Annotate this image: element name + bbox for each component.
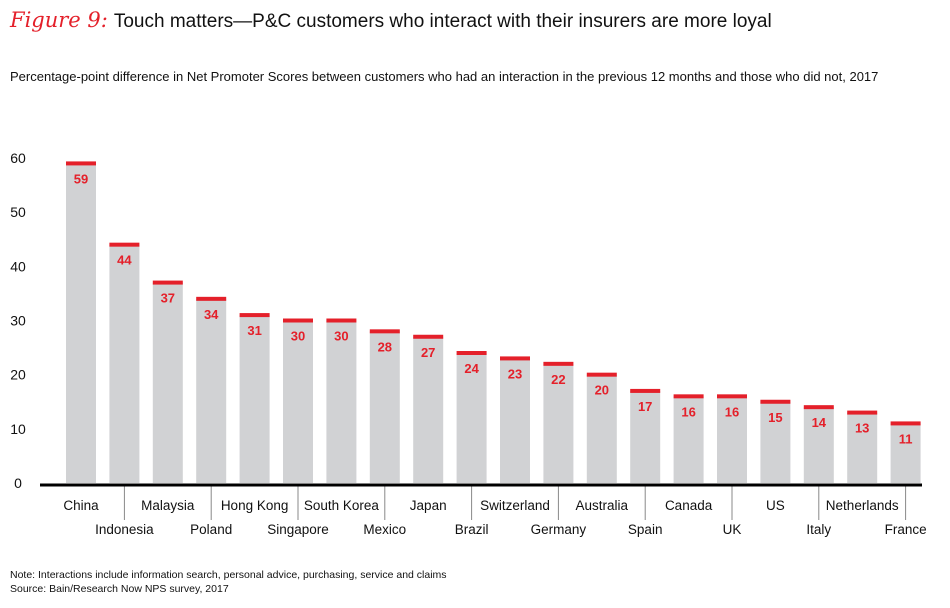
chart-title: Figure 9: Touch matters—P&C customers who…	[10, 8, 772, 33]
bar	[717, 396, 747, 483]
bar	[500, 358, 530, 483]
data-label: 28	[378, 339, 392, 354]
data-label: 14	[812, 415, 827, 430]
y-tick-label: 0	[14, 475, 22, 491]
x-tick-label: Malaysia	[141, 498, 195, 513]
y-tick-label: 60	[10, 150, 26, 166]
x-tick-label: Switzerland	[480, 498, 550, 513]
x-tick-label: UK	[723, 522, 742, 537]
bar-cap	[413, 334, 444, 339]
data-label: 34	[204, 307, 219, 322]
bar	[283, 320, 313, 483]
x-tick-label: Poland	[190, 522, 232, 537]
x-tick-label: Spain	[628, 522, 663, 537]
data-label: 17	[638, 399, 652, 414]
y-tick-label: 40	[10, 258, 26, 274]
bar-cap	[283, 318, 313, 323]
x-tick-label: US	[766, 498, 785, 513]
data-label: 22	[551, 372, 565, 387]
bar-cap	[239, 313, 270, 318]
x-tick-label: Brazil	[455, 522, 489, 537]
bar	[66, 163, 96, 483]
x-tick-label: Mexico	[363, 522, 406, 537]
x-tick-label: Germany	[531, 522, 587, 537]
data-label: 30	[291, 329, 305, 344]
x-tick-label: Italy	[806, 522, 831, 537]
source-note: Source: Bain/Research Now NPS survey, 20…	[10, 583, 229, 595]
bar	[760, 401, 791, 483]
figure-label: Figure 9:	[10, 8, 108, 32]
bar	[803, 407, 834, 483]
y-tick-label: 10	[10, 421, 26, 437]
y-tick-label: 20	[10, 367, 26, 383]
bar	[413, 336, 444, 483]
y-tick-label: 50	[10, 204, 26, 220]
x-tick-label: Singapore	[267, 522, 329, 537]
bar-cap	[326, 318, 357, 323]
bar	[630, 390, 661, 483]
bar-cap	[369, 329, 400, 334]
bar-cap	[803, 405, 834, 410]
data-label: 11	[899, 431, 913, 446]
bar-cap	[66, 161, 96, 166]
bar	[847, 412, 878, 483]
x-tick-label: Australia	[576, 498, 629, 513]
bar	[456, 353, 487, 483]
data-label: 24	[464, 361, 479, 376]
footnote: Note: Interactions include information s…	[10, 569, 447, 581]
x-tick-label: Hong Kong	[221, 498, 289, 513]
bar-cap	[673, 394, 704, 399]
y-tick-label: 30	[10, 313, 26, 329]
data-label: 20	[595, 383, 609, 398]
bar	[152, 282, 183, 483]
bar	[369, 331, 400, 483]
data-label: 59	[74, 171, 88, 186]
data-label: 44	[117, 253, 132, 268]
data-label: 31	[247, 323, 261, 338]
data-label: 37	[161, 291, 175, 306]
bar	[543, 363, 574, 483]
x-tick-label: Netherlands	[826, 498, 899, 513]
data-label: 27	[421, 345, 435, 360]
x-tick-label: South Korea	[304, 498, 380, 513]
bar-cap	[890, 421, 921, 426]
bar	[890, 423, 921, 483]
bar	[326, 320, 357, 483]
bar	[109, 244, 140, 483]
data-label: 13	[855, 421, 869, 436]
bar-cap	[109, 242, 140, 247]
bar-cap	[630, 388, 661, 393]
data-label: 16	[681, 404, 695, 419]
title-text: Touch matters—P&C customers who interact…	[113, 11, 772, 32]
x-tick-label: China	[63, 498, 99, 513]
data-label: 30	[334, 329, 348, 344]
bar-cap	[760, 399, 791, 404]
bar	[196, 298, 227, 483]
bar	[673, 396, 704, 483]
bar-cap	[847, 410, 878, 415]
bar	[239, 315, 270, 483]
bar	[586, 374, 617, 483]
bar-cap	[717, 394, 747, 399]
data-label: 15	[768, 410, 782, 425]
data-label: 16	[725, 404, 739, 419]
bar-cap	[500, 356, 530, 361]
bar-cap	[586, 372, 617, 377]
bar-cap	[152, 280, 183, 285]
bar-cap	[196, 296, 227, 301]
x-tick-label: Canada	[665, 498, 713, 513]
chart-subtitle: Percentage-point difference in Net Promo…	[10, 69, 879, 84]
x-tick-label: Japan	[410, 498, 447, 513]
bar-cap	[543, 361, 574, 366]
data-label: 23	[508, 366, 522, 381]
x-tick-label: France	[885, 522, 927, 537]
x-tick-label: Indonesia	[95, 522, 154, 537]
bar-cap	[456, 351, 487, 355]
